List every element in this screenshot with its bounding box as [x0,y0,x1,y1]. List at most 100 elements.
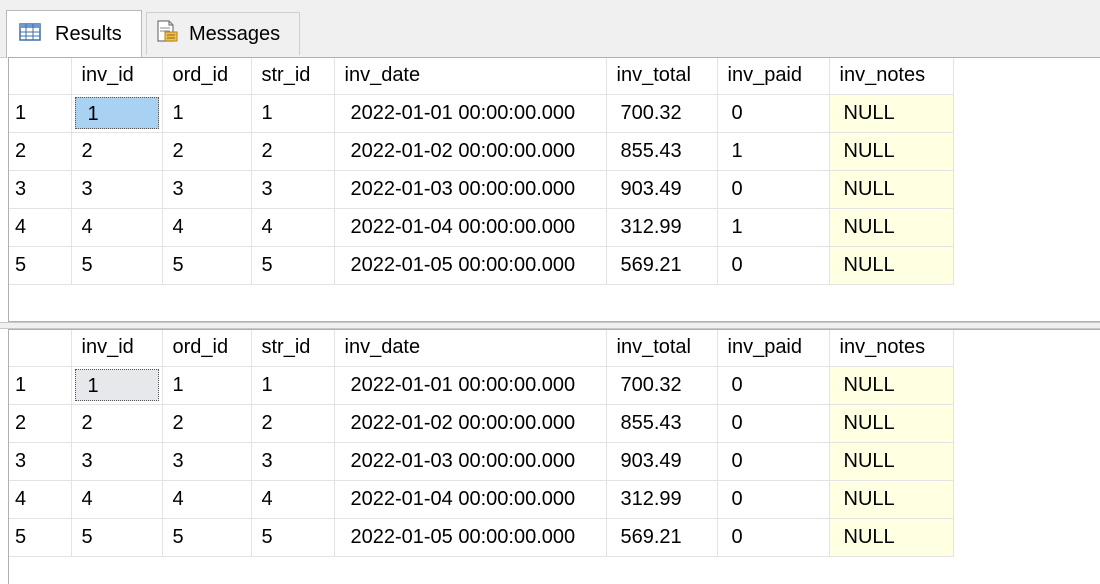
row-header-corner[interactable] [9,330,72,367]
cell-inv-paid[interactable]: 1 [717,132,830,171]
cell-inv-paid[interactable]: 0 [717,170,830,209]
column-header-inv-date[interactable]: inv_date [334,58,607,95]
row-header-corner[interactable] [9,58,72,95]
cell-inv-date[interactable]: 2022-01-05 00:00:00.000 [334,518,607,557]
cell-inv-paid[interactable]: 0 [717,480,830,519]
row-number[interactable]: 1 [9,366,72,405]
cell-str-id[interactable]: 2 [251,404,335,443]
cell-inv-paid[interactable]: 0 [717,442,830,481]
cell-inv-notes[interactable]: NULL [829,518,954,557]
cell-ord-id[interactable]: 1 [162,94,252,133]
cell-inv-date[interactable]: 2022-01-02 00:00:00.000 [334,404,607,443]
cell-inv-id[interactable]: 5 [71,518,163,557]
row-number[interactable]: 1 [9,94,72,133]
cell-inv-paid[interactable]: 0 [717,404,830,443]
cell-inv-paid[interactable]: 1 [717,208,830,247]
cell-inv-date[interactable]: 2022-01-03 00:00:00.000 [334,442,607,481]
cell-inv-total[interactable]: 700.32 [606,366,718,405]
row-number[interactable]: 4 [9,208,72,247]
column-header-inv-total[interactable]: inv_total [606,330,718,367]
cell-inv-notes[interactable]: NULL [829,132,954,171]
cell-inv-notes[interactable]: NULL [829,480,954,519]
cell-ord-id[interactable]: 3 [162,442,252,481]
cell-inv-date[interactable]: 2022-01-04 00:00:00.000 [334,208,607,247]
cell-inv-id[interactable]: 3 [71,442,163,481]
cell-inv-date[interactable]: 2022-01-02 00:00:00.000 [334,132,607,171]
cell-inv-id[interactable]: 3 [71,170,163,209]
cell-ord-id[interactable]: 2 [162,132,252,171]
row-number[interactable]: 4 [9,480,72,519]
column-header-inv-total[interactable]: inv_total [606,58,718,95]
cell-ord-id[interactable]: 4 [162,480,252,519]
cell-inv-notes[interactable]: NULL [829,404,954,443]
cell-inv-total[interactable]: 312.99 [606,480,718,519]
cell-str-id[interactable]: 3 [251,170,335,209]
cell-str-id[interactable]: 1 [251,366,335,405]
row-number[interactable]: 3 [9,442,72,481]
cell-inv-id[interactable]: 5 [71,246,163,285]
column-header-str-id[interactable]: str_id [251,58,335,95]
cell-ord-id[interactable]: 4 [162,208,252,247]
cell-inv-total[interactable]: 700.32 [606,94,718,133]
cell-inv-paid[interactable]: 0 [717,366,830,405]
pane-splitter[interactable] [0,322,1100,329]
cell-inv-total[interactable]: 903.49 [606,170,718,209]
column-header-inv-notes[interactable]: inv_notes [829,330,954,367]
cell-str-id[interactable]: 4 [251,480,335,519]
cell-inv-total[interactable]: 569.21 [606,246,718,285]
cell-inv-notes[interactable]: NULL [829,208,954,247]
cell-str-id[interactable]: 5 [251,246,335,285]
cell-ord-id[interactable]: 3 [162,170,252,209]
cell-inv-total[interactable]: 569.21 [606,518,718,557]
row-number[interactable]: 2 [9,404,72,443]
column-header-inv-date[interactable]: inv_date [334,330,607,367]
cell-inv-notes[interactable]: NULL [829,442,954,481]
column-header-str-id[interactable]: str_id [251,330,335,367]
cell-inv-date[interactable]: 2022-01-01 00:00:00.000 [334,366,607,405]
cell-inv-date[interactable]: 2022-01-03 00:00:00.000 [334,170,607,209]
cell-inv-paid[interactable]: 0 [717,518,830,557]
column-header-ord-id[interactable]: ord_id [162,58,252,95]
column-header-inv-id[interactable]: inv_id [71,58,163,95]
column-header-inv-id[interactable]: inv_id [71,330,163,367]
selected-cell[interactable]: 1 [71,94,163,133]
row-number[interactable]: 3 [9,170,72,209]
cell-inv-total[interactable]: 903.49 [606,442,718,481]
column-header-ord-id[interactable]: ord_id [162,330,252,367]
row-number[interactable]: 5 [9,518,72,557]
cell-str-id[interactable]: 2 [251,132,335,171]
cell-inv-total[interactable]: 855.43 [606,404,718,443]
cell-inv-notes[interactable]: NULL [829,170,954,209]
cell-inv-paid[interactable]: 0 [717,246,830,285]
cell-str-id[interactable]: 1 [251,94,335,133]
cell-inv-paid[interactable]: 0 [717,94,830,133]
cell-inv-id[interactable]: 2 [71,404,163,443]
results-grid-2[interactable]: inv_id ord_id str_id inv_date inv_total … [8,329,1100,584]
cell-str-id[interactable]: 4 [251,208,335,247]
cell-inv-date[interactable]: 2022-01-05 00:00:00.000 [334,246,607,285]
cell-inv-total[interactable]: 855.43 [606,132,718,171]
column-header-inv-paid[interactable]: inv_paid [717,58,830,95]
cell-str-id[interactable]: 5 [251,518,335,557]
cell-inv-id[interactable]: 4 [71,208,163,247]
cell-ord-id[interactable]: 5 [162,246,252,285]
column-header-inv-notes[interactable]: inv_notes [829,58,954,95]
cell-inv-notes[interactable]: NULL [829,366,954,405]
cell-ord-id[interactable]: 2 [162,404,252,443]
cell-inv-notes[interactable]: NULL [829,246,954,285]
tab-results[interactable]: Results [6,10,142,58]
cell-str-id[interactable]: 3 [251,442,335,481]
cell-inv-date[interactable]: 2022-01-04 00:00:00.000 [334,480,607,519]
tab-messages[interactable]: Messages [146,12,300,55]
row-number[interactable]: 2 [9,132,72,171]
cell-inv-id[interactable]: 2 [71,132,163,171]
cell-inv-total[interactable]: 312.99 [606,208,718,247]
selected-cell[interactable]: 1 [71,366,163,405]
cell-inv-id[interactable]: 4 [71,480,163,519]
cell-inv-notes[interactable]: NULL [829,94,954,133]
cell-ord-id[interactable]: 5 [162,518,252,557]
cell-inv-date[interactable]: 2022-01-01 00:00:00.000 [334,94,607,133]
column-header-inv-paid[interactable]: inv_paid [717,330,830,367]
row-number[interactable]: 5 [9,246,72,285]
results-grid-1[interactable]: inv_id ord_id str_id inv_date inv_total … [8,57,1100,322]
